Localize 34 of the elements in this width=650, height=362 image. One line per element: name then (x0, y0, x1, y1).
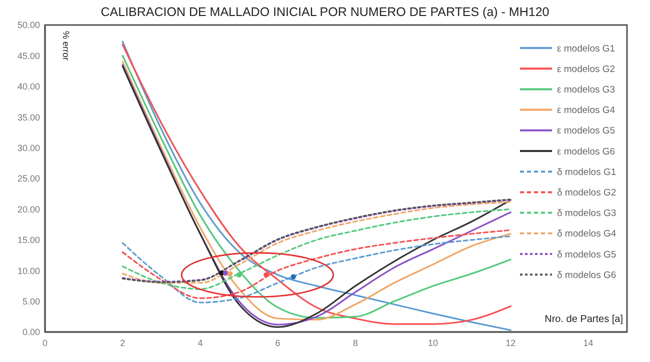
chart-title: CALIBRACION DE MALLADO INICIAL POR NUMERO DE PARTES (a) - MH120 (100, 5, 550, 19)
legend-label: δ modelos G6 (557, 270, 616, 281)
y-tick-label: 40.00 (17, 82, 40, 92)
y-tick-label: 0.00 (22, 327, 40, 338)
y-tick-label: 30.00 (17, 142, 40, 153)
legend-label: ε modelos G4 (557, 105, 616, 116)
legend-label: δ modelos G4 (557, 228, 616, 240)
y-tick-label: 35.00 (17, 112, 40, 122)
legend-label: δ modelos G1 (557, 166, 616, 178)
x-tick-label: 0 (42, 338, 48, 348)
x-tick-label: 12 (506, 338, 516, 348)
y-tick-label: 20.00 (17, 204, 40, 214)
y-tick-label: 25.00 (17, 174, 40, 184)
y-tick-label: 10.00 (17, 266, 40, 276)
legend-label: ε modelos G5 (557, 126, 616, 137)
x-tick-label: 6 (275, 338, 280, 348)
x-axis-title: Nro. de Partes [a] (544, 314, 624, 325)
y-tick-label: 5.00 (22, 296, 40, 306)
legend-label: ε modelos G2 (557, 64, 616, 75)
y-tick-label: 50.00 (17, 20, 40, 30)
x-tick-label: 2 (120, 338, 126, 348)
y-axis-title: % error (61, 31, 71, 61)
legend-label: δ modelos G5 (557, 249, 616, 260)
y-tick-label: 45.00 (17, 50, 40, 61)
legend-label: ε modelos G6 (557, 146, 616, 158)
x-tick-label: 8 (352, 338, 358, 348)
x-tick-label: 10 (428, 338, 438, 348)
legend-label: δ modelos G2 (557, 188, 616, 199)
legend-label: ε modelos G3 (557, 84, 616, 96)
y-tick-label: 15.00 (17, 235, 40, 246)
x-tick-label: 14 (583, 338, 594, 348)
legend-label: ε modelos G1 (557, 43, 616, 54)
legend-label: δ modelos G3 (557, 208, 616, 220)
x-tick-label: 4 (198, 338, 203, 348)
